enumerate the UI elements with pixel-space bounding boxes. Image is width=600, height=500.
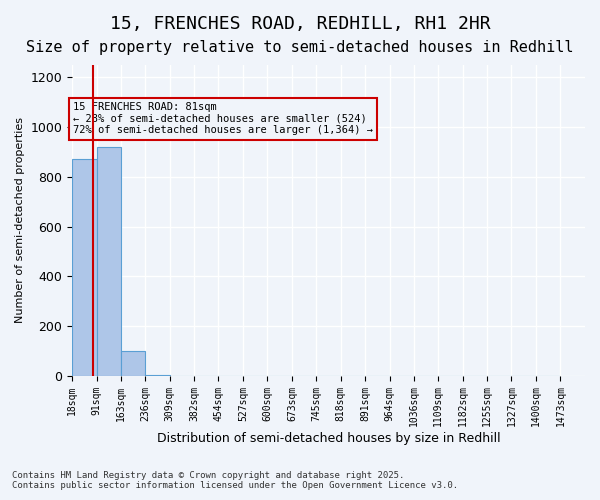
X-axis label: Distribution of semi-detached houses by size in Redhill: Distribution of semi-detached houses by … [157,432,500,445]
Y-axis label: Number of semi-detached properties: Number of semi-detached properties [15,118,25,324]
Bar [72,160,97,376]
Text: 15 FRENCHES ROAD: 81sqm
← 28% of semi-detached houses are smaller (524)
72% of s: 15 FRENCHES ROAD: 81sqm ← 28% of semi-de… [73,102,373,136]
Text: Size of property relative to semi-detached houses in Redhill: Size of property relative to semi-detach… [26,40,574,55]
Bar [145,375,170,376]
Bar [121,350,145,376]
Bar [97,147,121,376]
Text: Contains HM Land Registry data © Crown copyright and database right 2025.
Contai: Contains HM Land Registry data © Crown c… [12,470,458,490]
Text: 15, FRENCHES ROAD, REDHILL, RH1 2HR: 15, FRENCHES ROAD, REDHILL, RH1 2HR [110,15,490,33]
